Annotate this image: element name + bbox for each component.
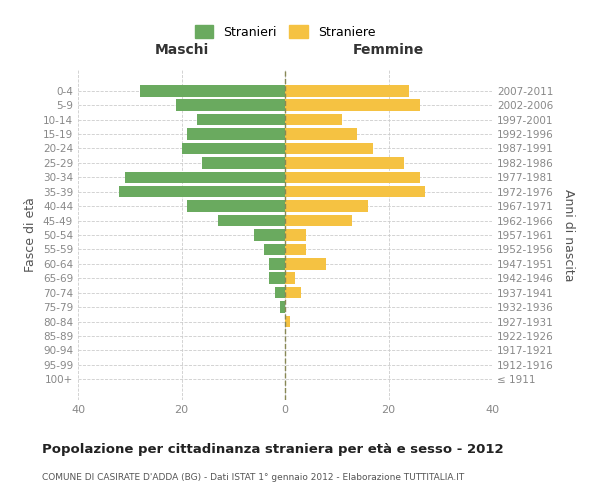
Bar	[275, 287, 285, 298]
Text: COMUNE DI CASIRATE D'ADDA (BG) - Dati ISTAT 1° gennaio 2012 - Elaborazione TUTTI: COMUNE DI CASIRATE D'ADDA (BG) - Dati IS…	[42, 472, 464, 482]
Bar	[285, 186, 425, 198]
Bar	[202, 157, 285, 168]
Bar	[187, 200, 285, 212]
Bar	[285, 114, 342, 126]
Text: Popolazione per cittadinanza straniera per età e sesso - 2012: Popolazione per cittadinanza straniera p…	[42, 442, 503, 456]
Bar	[119, 186, 285, 198]
Text: Femmine: Femmine	[353, 43, 424, 57]
Legend: Stranieri, Straniere: Stranieri, Straniere	[190, 20, 380, 44]
Bar	[285, 215, 352, 226]
Bar	[285, 157, 404, 168]
Bar	[285, 100, 419, 111]
Bar	[265, 244, 285, 255]
Bar	[285, 272, 295, 284]
Bar	[280, 302, 285, 313]
Bar	[140, 85, 285, 96]
Bar	[176, 100, 285, 111]
Bar	[254, 229, 285, 241]
Y-axis label: Fasce di età: Fasce di età	[25, 198, 37, 272]
Bar	[285, 172, 419, 183]
Bar	[125, 172, 285, 183]
Bar	[285, 200, 368, 212]
Bar	[218, 215, 285, 226]
Bar	[197, 114, 285, 126]
Bar	[285, 258, 326, 270]
Bar	[285, 244, 306, 255]
Bar	[285, 128, 358, 140]
Bar	[285, 316, 290, 328]
Bar	[285, 142, 373, 154]
Bar	[285, 229, 306, 241]
Bar	[285, 85, 409, 96]
Bar	[285, 287, 301, 298]
Bar	[269, 272, 285, 284]
Y-axis label: Anni di nascita: Anni di nascita	[562, 188, 575, 281]
Text: Maschi: Maschi	[154, 43, 209, 57]
Bar	[187, 128, 285, 140]
Bar	[269, 258, 285, 270]
Bar	[182, 142, 285, 154]
